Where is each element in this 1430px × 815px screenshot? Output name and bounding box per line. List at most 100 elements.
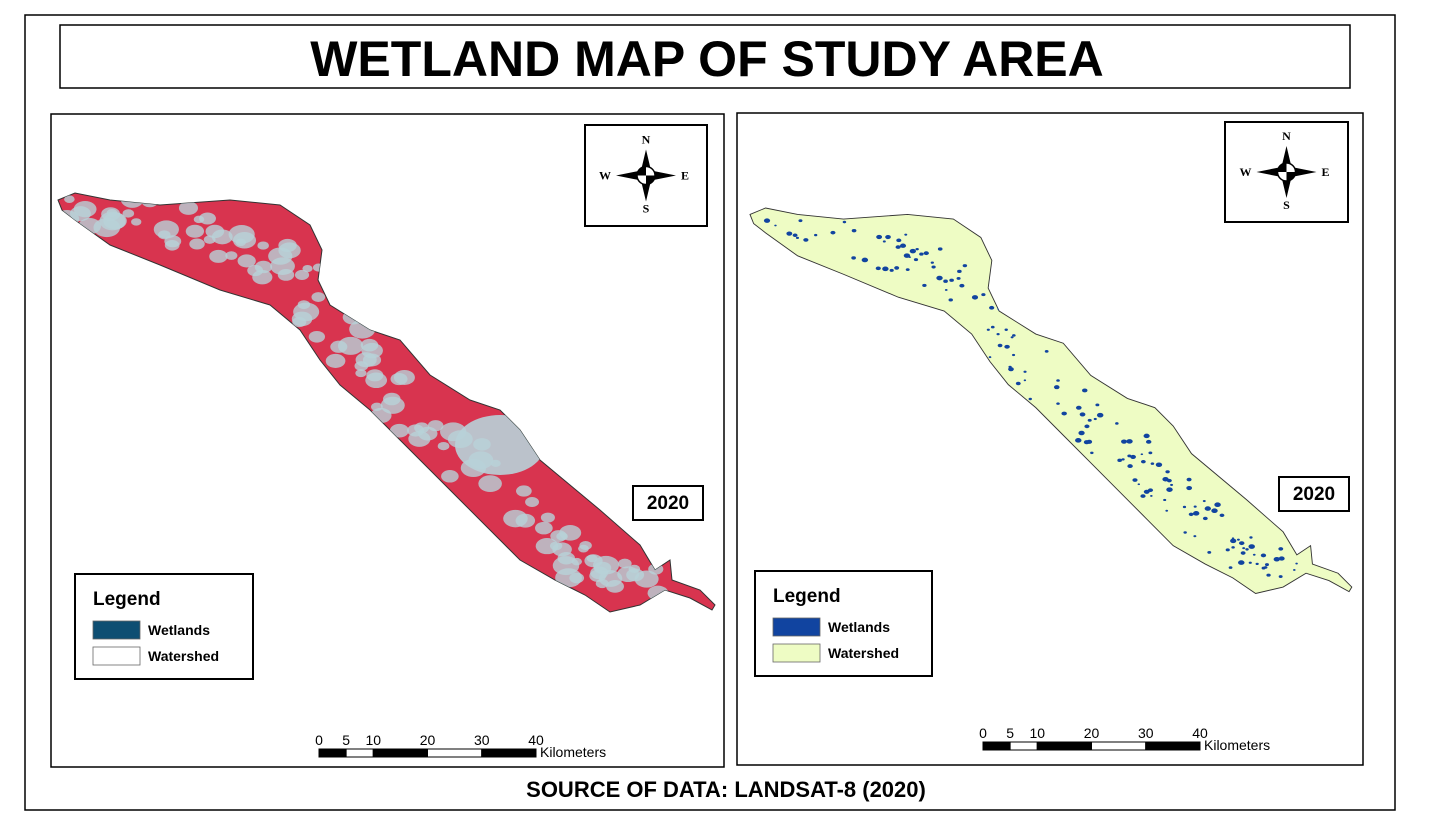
wetland-patch <box>903 253 911 258</box>
wetland-patch <box>798 219 803 223</box>
compass-letter: E <box>1322 165 1330 179</box>
wetland-patch <box>1263 566 1268 569</box>
legend-title: Legend <box>93 589 161 610</box>
wetland-patch <box>427 420 444 432</box>
scale-segment <box>372 748 428 758</box>
year-label: 2020 <box>1293 484 1335 505</box>
wetland-patch <box>1121 458 1125 461</box>
wetland-patch <box>981 293 986 297</box>
wetland-patch <box>786 231 793 236</box>
watershed-shape <box>749 207 1353 594</box>
wetland-patch <box>1193 535 1197 538</box>
wetland-patch <box>962 264 968 268</box>
wetland-patch <box>647 585 669 601</box>
wetland-patch <box>1193 505 1197 508</box>
wetland-patch <box>552 556 580 576</box>
scale-segment <box>427 748 483 758</box>
wetland-patch <box>120 193 144 208</box>
wetland-patch <box>1087 418 1092 422</box>
wetland-patch <box>957 269 962 274</box>
wetland-patch <box>915 247 919 251</box>
wetland-patch <box>1278 547 1284 551</box>
scale-tick-label: 0 <box>979 725 987 741</box>
wetland-patch <box>228 224 255 244</box>
wetland-patch <box>851 228 857 233</box>
wetland-patch <box>1211 508 1218 514</box>
wetland-patch <box>209 249 228 263</box>
wetland-patch <box>1293 569 1296 571</box>
legend-title: Legend <box>773 586 841 607</box>
wetland-patch <box>1266 573 1271 577</box>
wetland-patch <box>103 212 127 230</box>
wetland-patch <box>1214 502 1221 508</box>
wetland-patch <box>1132 478 1138 482</box>
wetland-patch <box>131 218 142 226</box>
wetland-patch <box>535 521 553 535</box>
wetland-patch <box>779 208 783 210</box>
wetland-patch <box>896 238 902 243</box>
wetland-patch <box>1137 483 1141 486</box>
wetland-patch <box>1192 511 1200 516</box>
wetland-patch <box>189 238 205 250</box>
wetland-patch <box>73 200 97 218</box>
wetland-patch <box>342 309 364 325</box>
wetland-patch <box>830 230 836 235</box>
compass-letter: W <box>1240 165 1252 179</box>
wetland-patch <box>578 544 589 553</box>
wetland-patch <box>185 224 205 238</box>
wetland-patch <box>922 283 927 287</box>
wetland-patch <box>1278 556 1285 561</box>
wetland-patch <box>997 343 1003 348</box>
wetland-patch <box>1248 561 1252 564</box>
wetland-patches <box>751 208 1298 578</box>
scale-tick-label: 40 <box>528 732 544 748</box>
wetland-patch <box>1093 417 1097 421</box>
wetland-patch <box>1023 379 1027 382</box>
wetland-patch <box>1004 328 1008 331</box>
wetland-patch <box>257 241 269 250</box>
wetland-patch <box>1140 459 1146 464</box>
wetland-patch <box>1012 334 1016 337</box>
wetland-patch <box>1202 516 1208 521</box>
wetland-patch <box>559 524 582 541</box>
study-area <box>749 207 1353 594</box>
wetland-patch <box>1127 464 1133 469</box>
wetland-patch <box>1095 403 1100 407</box>
scale-segment <box>481 748 537 758</box>
wetland-patch <box>268 247 293 265</box>
compass-letter: S <box>1283 198 1290 212</box>
wetland-patch <box>1202 500 1206 503</box>
wetland-patch <box>1008 367 1014 372</box>
wetland-patch <box>380 396 405 414</box>
wetland-patch <box>1090 451 1094 455</box>
wetland-patch <box>308 330 326 343</box>
wetland-patch <box>569 572 585 584</box>
legend-swatch <box>772 617 821 637</box>
title-box <box>59 24 1351 89</box>
scale-segment <box>982 741 1011 751</box>
wetland-patch <box>516 485 532 497</box>
wetland-patch <box>1231 546 1235 549</box>
scale-tick-label: 10 <box>1029 725 1045 741</box>
wetland-patch <box>904 233 908 236</box>
wetland-patch <box>1084 424 1090 429</box>
scale-segment <box>318 748 347 758</box>
wetland-patch <box>1240 551 1246 555</box>
wetland-patch <box>899 243 907 248</box>
wetland-patch <box>122 209 135 218</box>
wetland-patch <box>331 292 351 307</box>
wetland-patch <box>1004 344 1010 349</box>
wetland-patch <box>751 227 757 232</box>
wetland-patch <box>1115 422 1119 425</box>
year-label: 2020 <box>647 493 689 514</box>
wetland-patch <box>795 236 800 240</box>
wetland-patch <box>606 580 624 593</box>
wetland-patch <box>919 252 924 256</box>
wetland-patch <box>361 342 383 359</box>
wetland-patch <box>211 229 233 245</box>
legend-label: Watershed <box>828 645 899 661</box>
wetland-patch <box>153 220 179 239</box>
wetland-patch <box>1086 439 1093 444</box>
legend-swatch <box>92 646 141 666</box>
